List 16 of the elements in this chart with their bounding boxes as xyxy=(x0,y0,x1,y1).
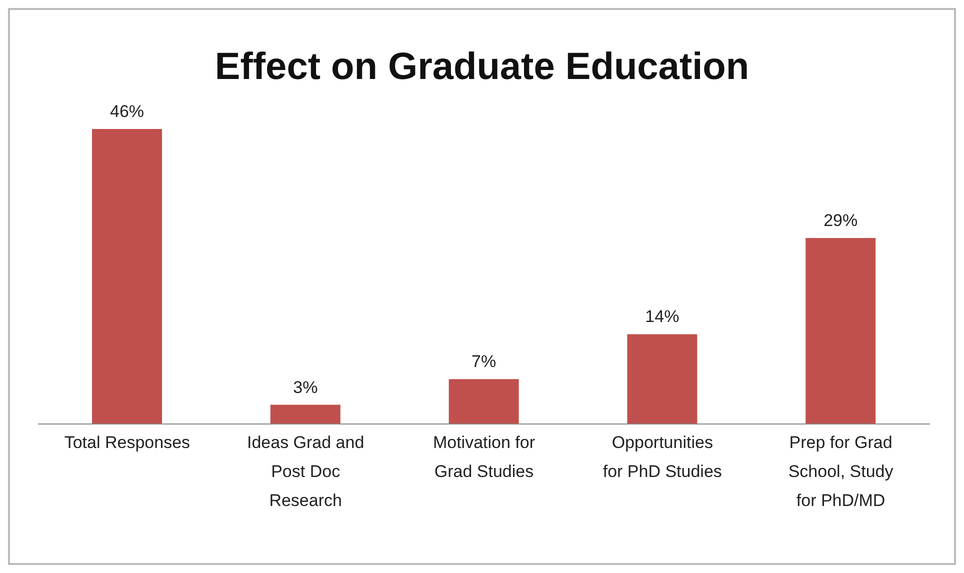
x-tick-label: Total Responses xyxy=(64,433,190,452)
data-label: 46% xyxy=(110,102,144,121)
chart-title: Effect on Graduate Education xyxy=(214,46,750,89)
data-label: 14% xyxy=(645,307,680,326)
bar xyxy=(806,238,876,424)
bar xyxy=(270,404,340,424)
data-label: 3% xyxy=(293,378,318,397)
bar xyxy=(92,129,162,424)
data-label: 7% xyxy=(472,352,496,372)
data-label: 29% xyxy=(824,211,858,230)
bar xyxy=(448,379,519,424)
x-tick-label: Motivation for Grad Studies xyxy=(432,433,536,481)
bar xyxy=(627,334,698,424)
x-tick-label: Ideas Grad and Post Doc Research xyxy=(247,433,364,510)
x-tick-label: Opportunities for PhD Studies xyxy=(602,433,722,481)
x-tick-label: Prep for Grad School, Study for PhD/MD xyxy=(788,433,894,510)
